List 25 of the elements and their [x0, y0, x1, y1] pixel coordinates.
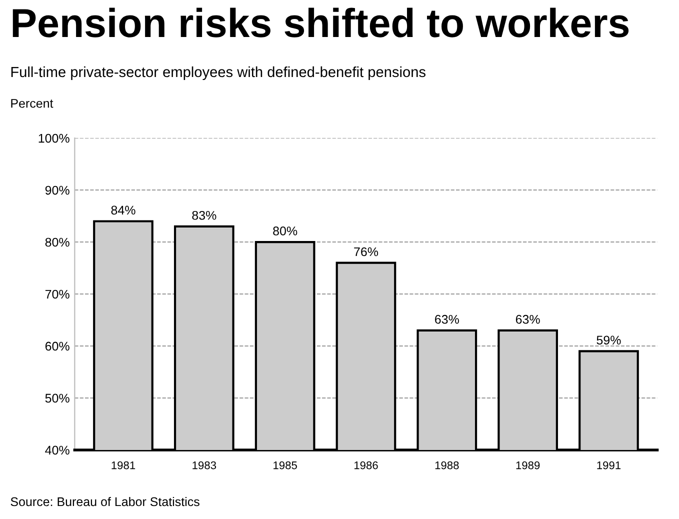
y-tick-label: 60% — [45, 342, 70, 351]
data-label: 84% — [111, 206, 136, 215]
x-tick-label: 1988 — [435, 461, 459, 470]
chart-subtitle: Full-time private-sector employees with defined-benefit pensions — [11, 66, 426, 80]
x-tick-label: 1989 — [516, 461, 540, 470]
data-label: 83% — [192, 210, 216, 220]
y-tick-label: 100% — [38, 134, 70, 143]
data-label: 76% — [354, 247, 378, 256]
y-tick-label: 40% — [45, 446, 70, 455]
y-tick-label: 80% — [45, 238, 70, 247]
y-tick-label: 90% — [45, 186, 70, 195]
x-tick-label: 1991 — [597, 461, 621, 470]
y-tick-label: 50% — [45, 394, 70, 403]
y-tick-label: 70% — [45, 290, 70, 299]
data-label: 80% — [273, 226, 298, 236]
x-tick-label: 1985 — [274, 461, 297, 470]
source-note: Source: Bureau of Labor Statistics — [10, 496, 200, 506]
data-label: 63% — [435, 314, 459, 324]
x-tick-label: 1981 — [112, 461, 136, 470]
chart-title: Pension risks shifted to workers — [12, 8, 629, 38]
data-label: 59% — [596, 336, 621, 345]
y-axis-title: Percent — [11, 99, 54, 108]
x-tick-label: 1983 — [192, 461, 216, 470]
x-tick-label: 1986 — [354, 461, 378, 470]
data-label: 63% — [516, 314, 540, 324]
